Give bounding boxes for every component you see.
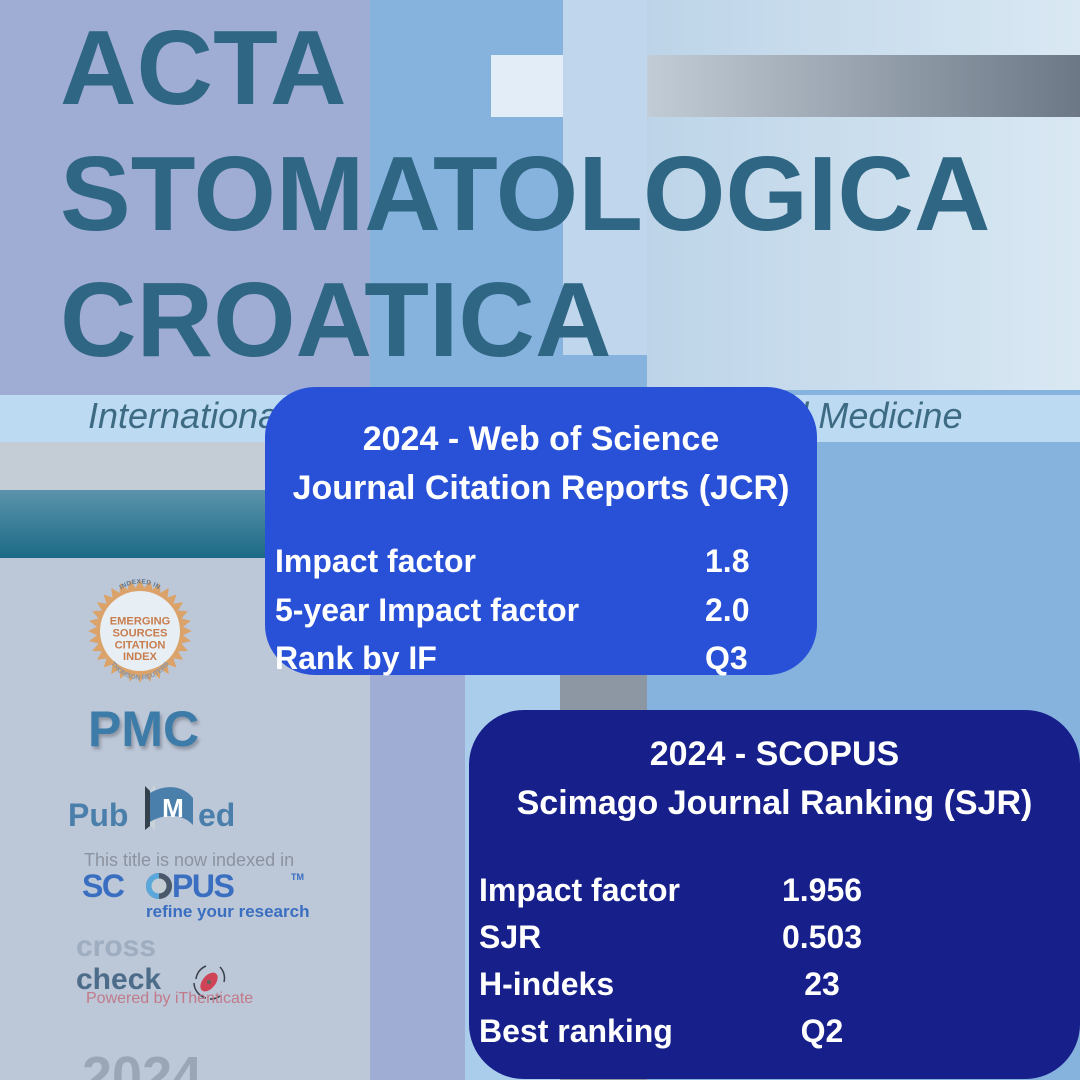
svg-text:PUS: PUS bbox=[172, 869, 234, 903]
svg-text:SC: SC bbox=[82, 869, 125, 903]
svg-text:INDEX: INDEX bbox=[123, 651, 158, 663]
svg-text:EMERGING: EMERGING bbox=[110, 616, 170, 628]
svg-text:SOURCES: SOURCES bbox=[113, 627, 168, 639]
svg-text:ed: ed bbox=[198, 797, 233, 833]
svg-text:Pub: Pub bbox=[68, 797, 128, 833]
svg-text:TM: TM bbox=[291, 872, 304, 882]
svg-text:CITATION: CITATION bbox=[115, 639, 166, 651]
svg-text:M: M bbox=[162, 793, 184, 823]
